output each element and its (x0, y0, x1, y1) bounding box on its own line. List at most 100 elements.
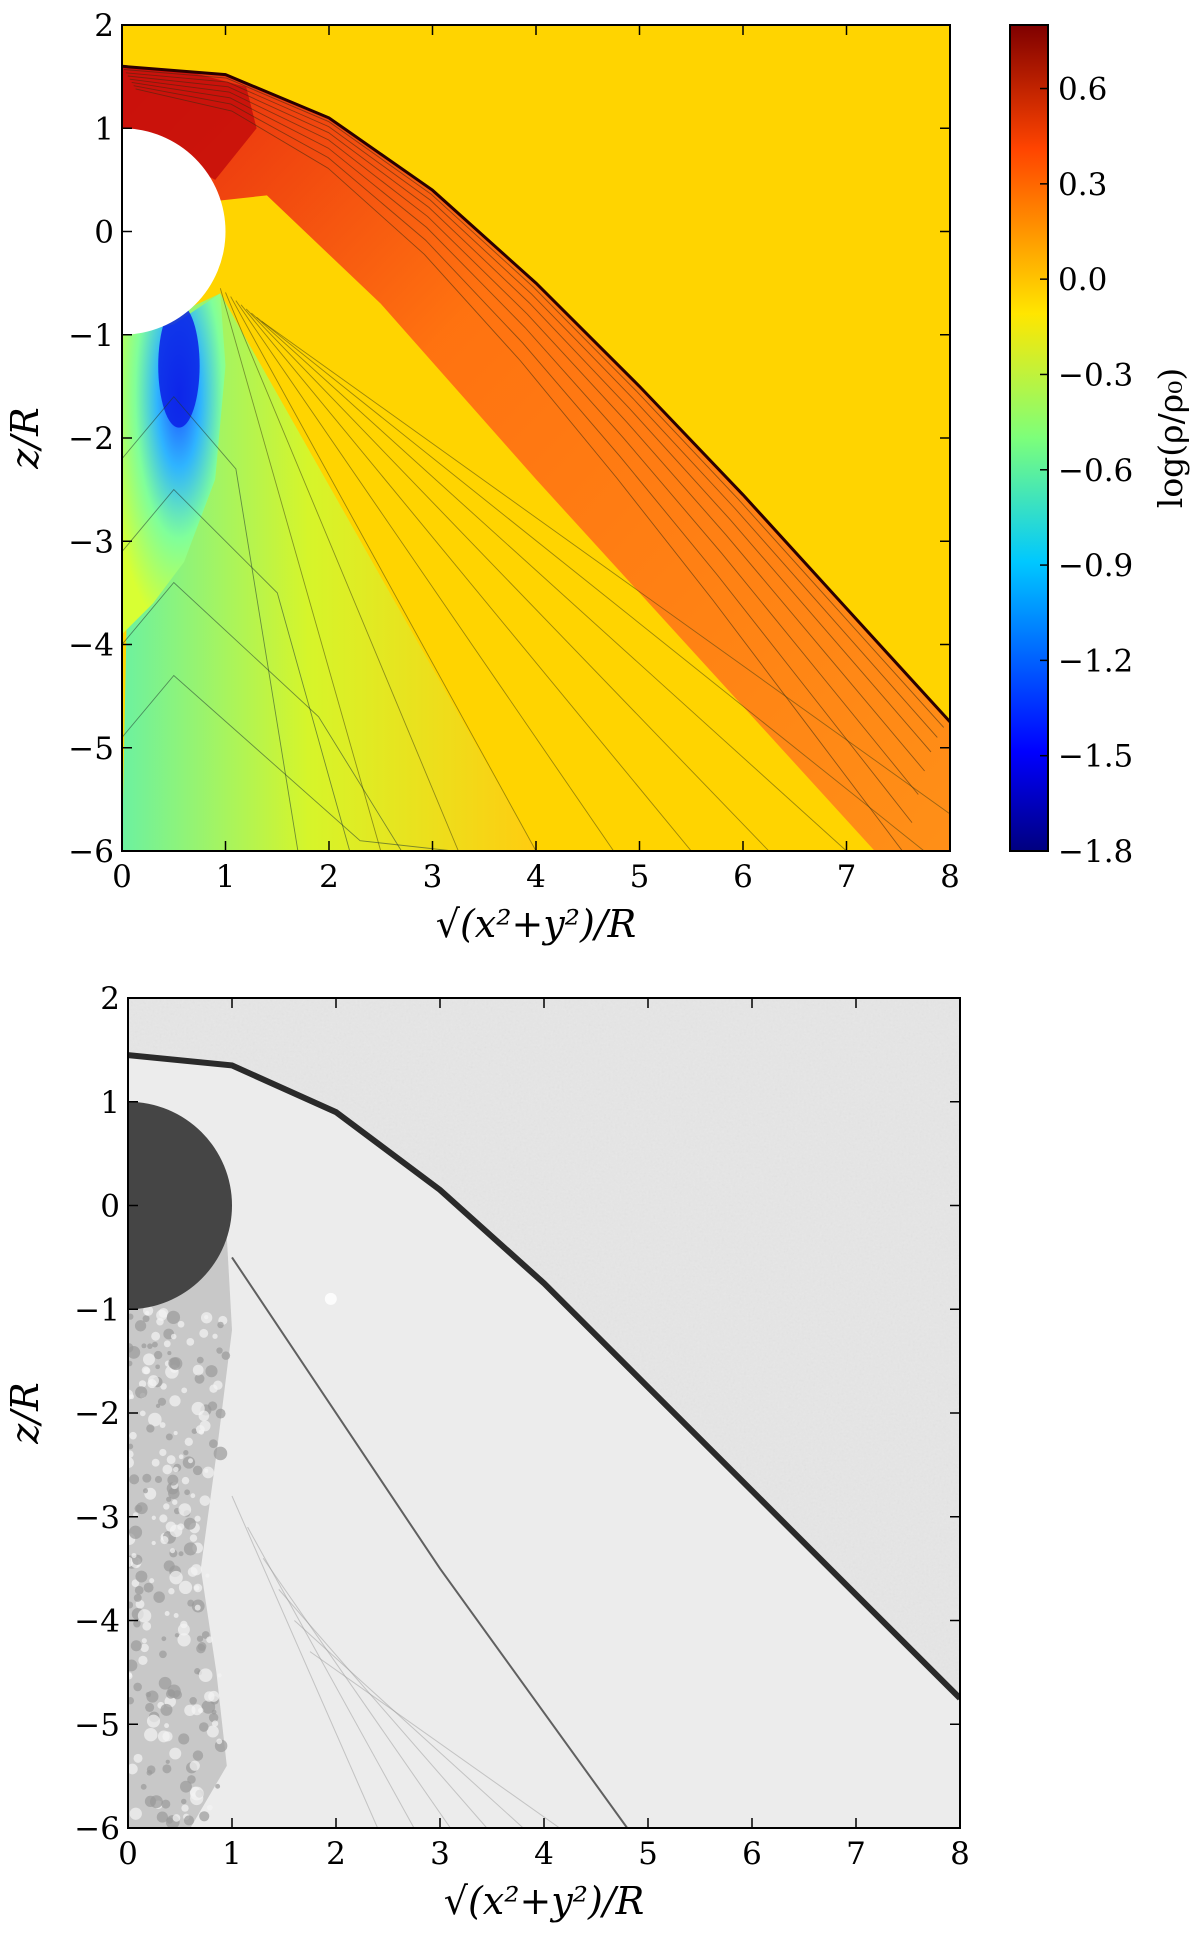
wake-speckle (213, 1446, 228, 1461)
wake-speckle (194, 1373, 205, 1384)
wake-speckle (198, 1722, 209, 1732)
x-tick-label: 1 (222, 1836, 242, 1872)
x-tick-label: 0 (118, 1836, 138, 1872)
wake-speckle (173, 1466, 179, 1473)
colorbar: 0.6 0.3 0.0 −0.3 −0.6 −0.9 −1.2 −1.5 −1.8 log(ρ/… (1009, 24, 1190, 870)
contour-line (123, 69, 945, 728)
wake-speckle (206, 1725, 219, 1738)
wake-speckle (153, 1350, 163, 1360)
x-tick-label: 6 (733, 859, 753, 895)
wake-speckle (168, 1588, 175, 1595)
wake-speckle (192, 1750, 204, 1761)
wake-speckle (133, 1753, 143, 1763)
wake-speckle (146, 1424, 155, 1433)
wake-minimum (158, 303, 200, 428)
y-tick-label: −5 (74, 1707, 120, 1743)
colorbar-tick-label: −1.5 (1058, 739, 1133, 775)
wake-speckle (208, 1690, 220, 1702)
wake-speckle (200, 1312, 213, 1324)
wake-speckle (202, 1466, 214, 1479)
wake-speckle (209, 1384, 218, 1393)
wake-speckle (189, 1697, 197, 1705)
wake-speckle (192, 1364, 204, 1376)
wake-speckle (189, 1534, 198, 1542)
wake-speckle (178, 1551, 184, 1557)
colorbar-tick-label: 0.6 (1058, 72, 1107, 108)
x-tick-label: 0 (112, 859, 132, 895)
expansion-fan-region (122, 293, 536, 851)
wake-speckle (160, 1536, 169, 1545)
wake-speckle (187, 1775, 196, 1784)
wake-speckle (152, 1341, 158, 1348)
contour-line (127, 75, 932, 753)
wake-speckle (141, 1638, 147, 1644)
wake-speckle (181, 1476, 190, 1485)
wake-streak (309, 1651, 560, 1828)
contour-line (122, 488, 351, 851)
wake-speckle (128, 1696, 135, 1705)
wake-speckle (151, 1515, 156, 1520)
wake-speckle (165, 1759, 170, 1764)
wake-speckle (216, 1347, 223, 1354)
x-tick-label: 8 (940, 859, 960, 895)
wake-speckle (167, 1474, 179, 1486)
wake-speckle (168, 1357, 181, 1370)
contour-line (245, 308, 770, 851)
wake-speckle (128, 1389, 134, 1400)
y-tick-label: −5 (68, 731, 114, 767)
wake-speckle (160, 1703, 173, 1716)
wake-speckle (217, 1321, 224, 1329)
wake-speckle (128, 1360, 133, 1367)
x-tick-label: 2 (326, 1836, 346, 1872)
wake-speckle (208, 1712, 219, 1723)
wake-speckle (183, 1542, 197, 1556)
x-tick-label: 7 (846, 1836, 866, 1872)
y-axis-label: z/R (3, 1382, 47, 1444)
wake-streak (294, 1620, 524, 1828)
contour-line (122, 396, 299, 851)
wake-speckle (177, 1623, 190, 1636)
bright-spot (324, 1292, 337, 1305)
wake-speckle (147, 1343, 153, 1349)
wake-speckle (161, 1799, 171, 1809)
y-tick-label: −2 (74, 1396, 120, 1432)
wake-speckle (149, 1578, 155, 1584)
wake-speckle (131, 1553, 137, 1559)
wake-speckle (128, 1443, 134, 1450)
y-tick-label: 2 (100, 981, 120, 1017)
density-contours (122, 69, 950, 851)
wake-speckle (183, 1449, 189, 1456)
contour-line (261, 320, 950, 815)
wake-speckle (145, 1691, 152, 1698)
wake-speckle (159, 1448, 167, 1457)
y-tick-label: 2 (94, 8, 114, 44)
wake-speckle (143, 1367, 151, 1375)
contour-line (230, 296, 537, 851)
wake-speckle (134, 1585, 144, 1595)
wake-speckle (141, 1343, 147, 1349)
bow-shock-line (122, 64, 950, 723)
wake-speckle (199, 1328, 209, 1338)
y-tick-label: −4 (74, 1604, 120, 1640)
wake-speckle (128, 1346, 141, 1359)
wake-speckle (206, 1636, 213, 1643)
axis-ticks: 0 1 2 3 4 5 6 7 8 −6 −5 −4 −3 −2 −1 0 1 2 (74, 981, 970, 1872)
wake-shock-line (231, 1256, 629, 1828)
x-tick-label: 5 (638, 1836, 658, 1872)
contour-line (256, 316, 925, 851)
x-tick-label: 3 (423, 859, 443, 895)
wake-speckle (167, 1684, 181, 1699)
wake-speckle (177, 1320, 185, 1328)
wake-streak (247, 1526, 415, 1828)
wake-streak (278, 1589, 488, 1828)
y-tick-label: −1 (68, 318, 114, 354)
wake-speckle (159, 1650, 167, 1659)
wake-speckle (163, 1503, 170, 1510)
wake-speckle (211, 1720, 219, 1727)
x-axis-label: √(x²+y²)/R (436, 902, 636, 946)
wake-speckle (196, 1643, 206, 1654)
wake-speckle (137, 1609, 152, 1623)
wake-speckle (184, 1704, 196, 1716)
wake-speckle (191, 1401, 205, 1416)
wake-speckle (128, 1313, 134, 1320)
